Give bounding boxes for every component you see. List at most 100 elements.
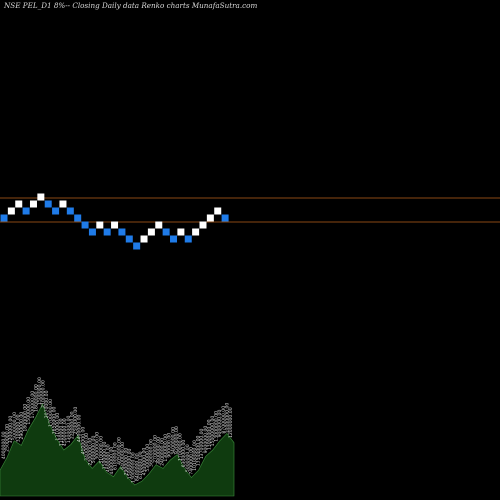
renko-brick-up — [155, 221, 163, 229]
volume-label: 13000000.00 — [214, 411, 220, 442]
volume-label: 4400000.00 — [77, 414, 83, 442]
volume-label: 13500000.00 — [196, 435, 202, 466]
volume-label: 4100000.00 — [80, 427, 86, 455]
renko-brick-up — [140, 235, 148, 243]
renko-brick-up — [199, 221, 207, 229]
renko-brick-up — [15, 200, 23, 208]
volume-label: 2500000.00 — [5, 424, 11, 452]
volume-label: 3100000.00 — [98, 436, 104, 464]
renko-brick-down — [74, 214, 82, 222]
renko-brick-up — [111, 221, 119, 229]
volume-label: 1700000.00 — [30, 391, 36, 419]
renko-brick-down — [44, 200, 52, 208]
volume-label: 8700000.00 — [221, 406, 227, 434]
volume-label: 15000000.00 — [127, 448, 133, 479]
volume-label: 2100000.00 — [41, 380, 47, 408]
renko-brick-down — [125, 235, 133, 243]
volume-label: 4400000.00 — [109, 447, 115, 475]
volume-label: 3200000.00 — [8, 416, 14, 444]
volume-label: 15000000.00 — [210, 416, 216, 447]
volume-label: 4050000.00 — [116, 437, 122, 465]
renko-brick-down — [52, 207, 60, 215]
volume-label: 3000000.00 — [95, 432, 101, 460]
volume-label: 3800000.00 — [156, 437, 162, 465]
volume-label: 1700000.00 — [178, 433, 184, 461]
renko-brick-down — [103, 228, 111, 236]
renko-brick-up — [214, 207, 222, 215]
volume-label: 1300000.00 — [163, 434, 169, 462]
volume-label: 12000000.00 — [228, 407, 234, 438]
renko-brick-down — [162, 228, 170, 236]
volume-label: 1500000.00 — [26, 397, 32, 425]
renko-brick-down — [88, 228, 96, 236]
volume-label: 6100000.00 — [113, 442, 119, 470]
renko-bricks — [0, 193, 229, 250]
chart-title: NSE PEL_D1 8%-- Closing Daily data Renko… — [3, 1, 257, 10]
renko-brick-up — [29, 200, 37, 208]
volume-label: 6300000.00 — [181, 440, 187, 468]
renko-brick-down — [170, 235, 178, 243]
volume-label: 10100000.00 — [192, 440, 198, 471]
volume-label: 13000000.00 — [131, 452, 137, 483]
volume-label: 2500000.00 — [73, 407, 79, 435]
renko-brick-down — [81, 221, 89, 229]
volume-label: 1800000.00 — [23, 404, 29, 432]
volume-label: 6100000.00 — [138, 451, 144, 479]
volume-label: 5300000.00 — [145, 444, 151, 472]
renko-brick-up — [147, 228, 155, 236]
renko-brick-down — [0, 214, 8, 222]
volume-label: 2070000.00 — [44, 390, 50, 418]
volume-label: 2400000.00 — [160, 438, 166, 466]
renko-brick-down — [22, 207, 30, 215]
volume-label: 3100000.00 — [15, 414, 21, 442]
volume-label: 1800000.00 — [33, 384, 39, 412]
renko-brick-up — [96, 221, 104, 229]
volume-label: 3400000.00 — [84, 433, 90, 461]
volume-label: 9000000.00 — [203, 426, 209, 454]
volume-label: 2300000.00 — [87, 438, 93, 466]
volume-label: 4000000.00 — [1, 431, 7, 459]
volume-label: 5000000.00 — [12, 412, 18, 440]
volume-label: 3600000.00 — [149, 439, 155, 467]
renko-brick-up — [59, 200, 67, 208]
volume-label: 3500000.00 — [102, 441, 108, 469]
renko-brick-up — [192, 228, 200, 236]
renko-brick-up — [206, 214, 214, 222]
volume-labels: 4000000.002500000.003200000.005000000.00… — [1, 377, 234, 483]
volume-label: 1650000.00 — [51, 406, 57, 434]
volume-label: 1700000.00 — [48, 399, 54, 427]
volume-label: 1310000.00 — [55, 413, 61, 441]
volume-label: 13000000.00 — [206, 419, 212, 450]
volume-label: 5000000.00 — [185, 444, 191, 472]
volume-label: 2900000.00 — [124, 448, 130, 476]
volume-label: 6400000.00 — [120, 442, 126, 470]
renko-brick-down — [66, 207, 74, 215]
volume-label: 900000.00 — [167, 433, 173, 458]
renko-brick-down — [133, 242, 141, 250]
volume-area-path — [0, 403, 235, 497]
renko-brick-down — [221, 214, 229, 222]
volume-label: 4500000.00 — [62, 418, 68, 446]
volume-label: 4500000.00 — [142, 448, 148, 476]
volume-label: 2900000.00 — [19, 412, 25, 440]
renko-brick-down — [118, 228, 126, 236]
volume-label: 5000000.00 — [91, 436, 97, 464]
volume-label: 2200000.00 — [69, 411, 75, 439]
renko-brick-down — [184, 235, 192, 243]
volume-label: 3400000.00 — [170, 427, 176, 455]
volume-label: 8200000.00 — [174, 426, 180, 454]
volume-area — [0, 403, 235, 497]
renko-brick-up — [7, 207, 15, 215]
volume-label: 7400000.00 — [188, 447, 194, 475]
volume-label: 10000000.00 — [224, 403, 230, 434]
volume-label: 13700000.00 — [199, 428, 205, 459]
volume-label: 1500000.00 — [37, 377, 43, 405]
volume-label: 1100000.00 — [59, 418, 65, 446]
renko-brick-up — [37, 193, 45, 201]
volume-label: 1300000.00 — [66, 415, 72, 443]
volume-label: 4600000.00 — [105, 444, 111, 472]
volume-label: 2700000.00 — [152, 435, 158, 463]
volume-label: 8400000.00 — [134, 453, 140, 481]
